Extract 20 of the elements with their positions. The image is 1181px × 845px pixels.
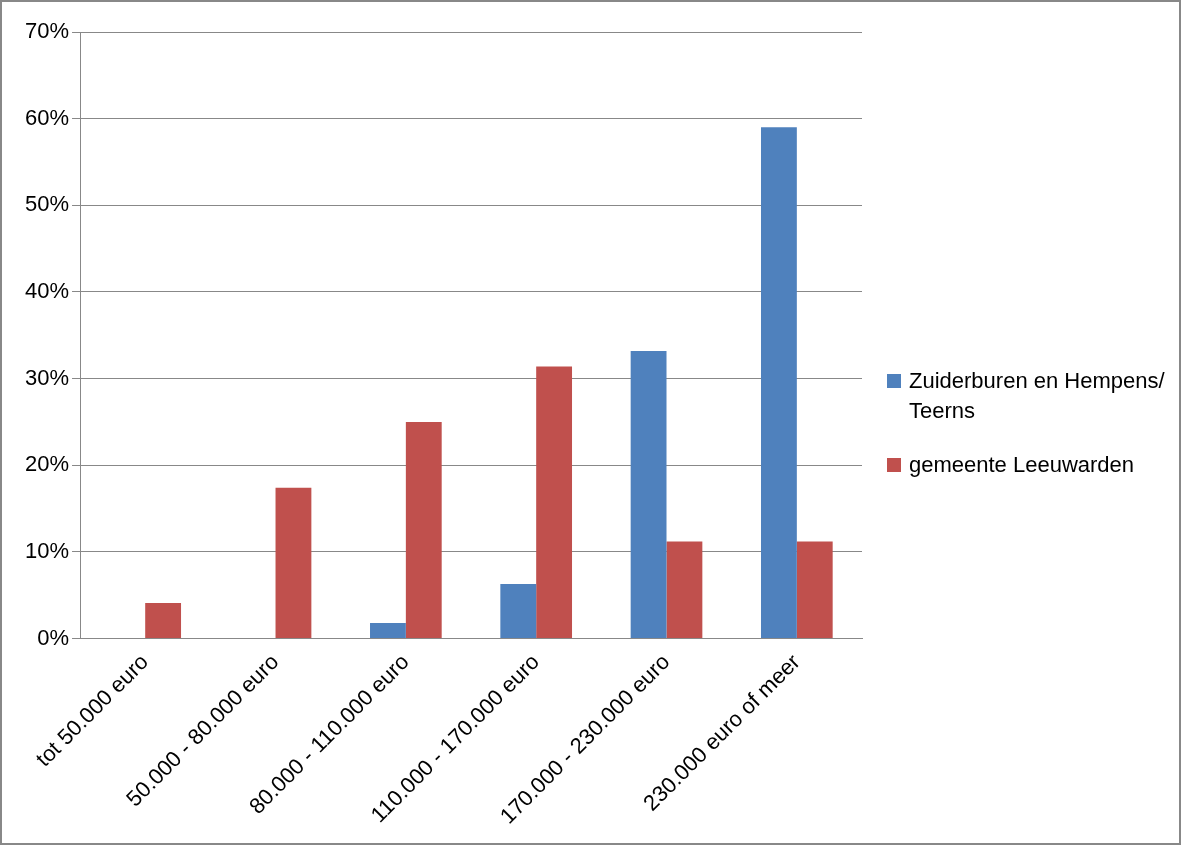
bar bbox=[630, 350, 667, 639]
y-tick-label: 70% bbox=[24, 18, 70, 44]
bar bbox=[275, 487, 312, 639]
legend-label: gemeente Leeuwarden bbox=[909, 450, 1135, 479]
bar bbox=[796, 541, 833, 639]
y-tick-label: 60% bbox=[24, 104, 70, 130]
y-tick-label: 50% bbox=[24, 191, 70, 217]
y-tick-label: 30% bbox=[24, 364, 70, 390]
y-tick-label: 40% bbox=[24, 278, 70, 304]
y-tick-label: 0% bbox=[37, 624, 70, 650]
bar bbox=[145, 603, 182, 639]
bar bbox=[500, 583, 537, 639]
bar bbox=[536, 366, 573, 639]
y-tick-label: 20% bbox=[24, 451, 70, 477]
legend-label: Zuiderburen en Hempens/ Teerns bbox=[909, 366, 1166, 425]
bar bbox=[405, 421, 442, 639]
bar bbox=[370, 622, 406, 639]
bar bbox=[761, 127, 797, 639]
bar bbox=[666, 541, 703, 639]
y-tick-label: 10% bbox=[24, 537, 70, 563]
